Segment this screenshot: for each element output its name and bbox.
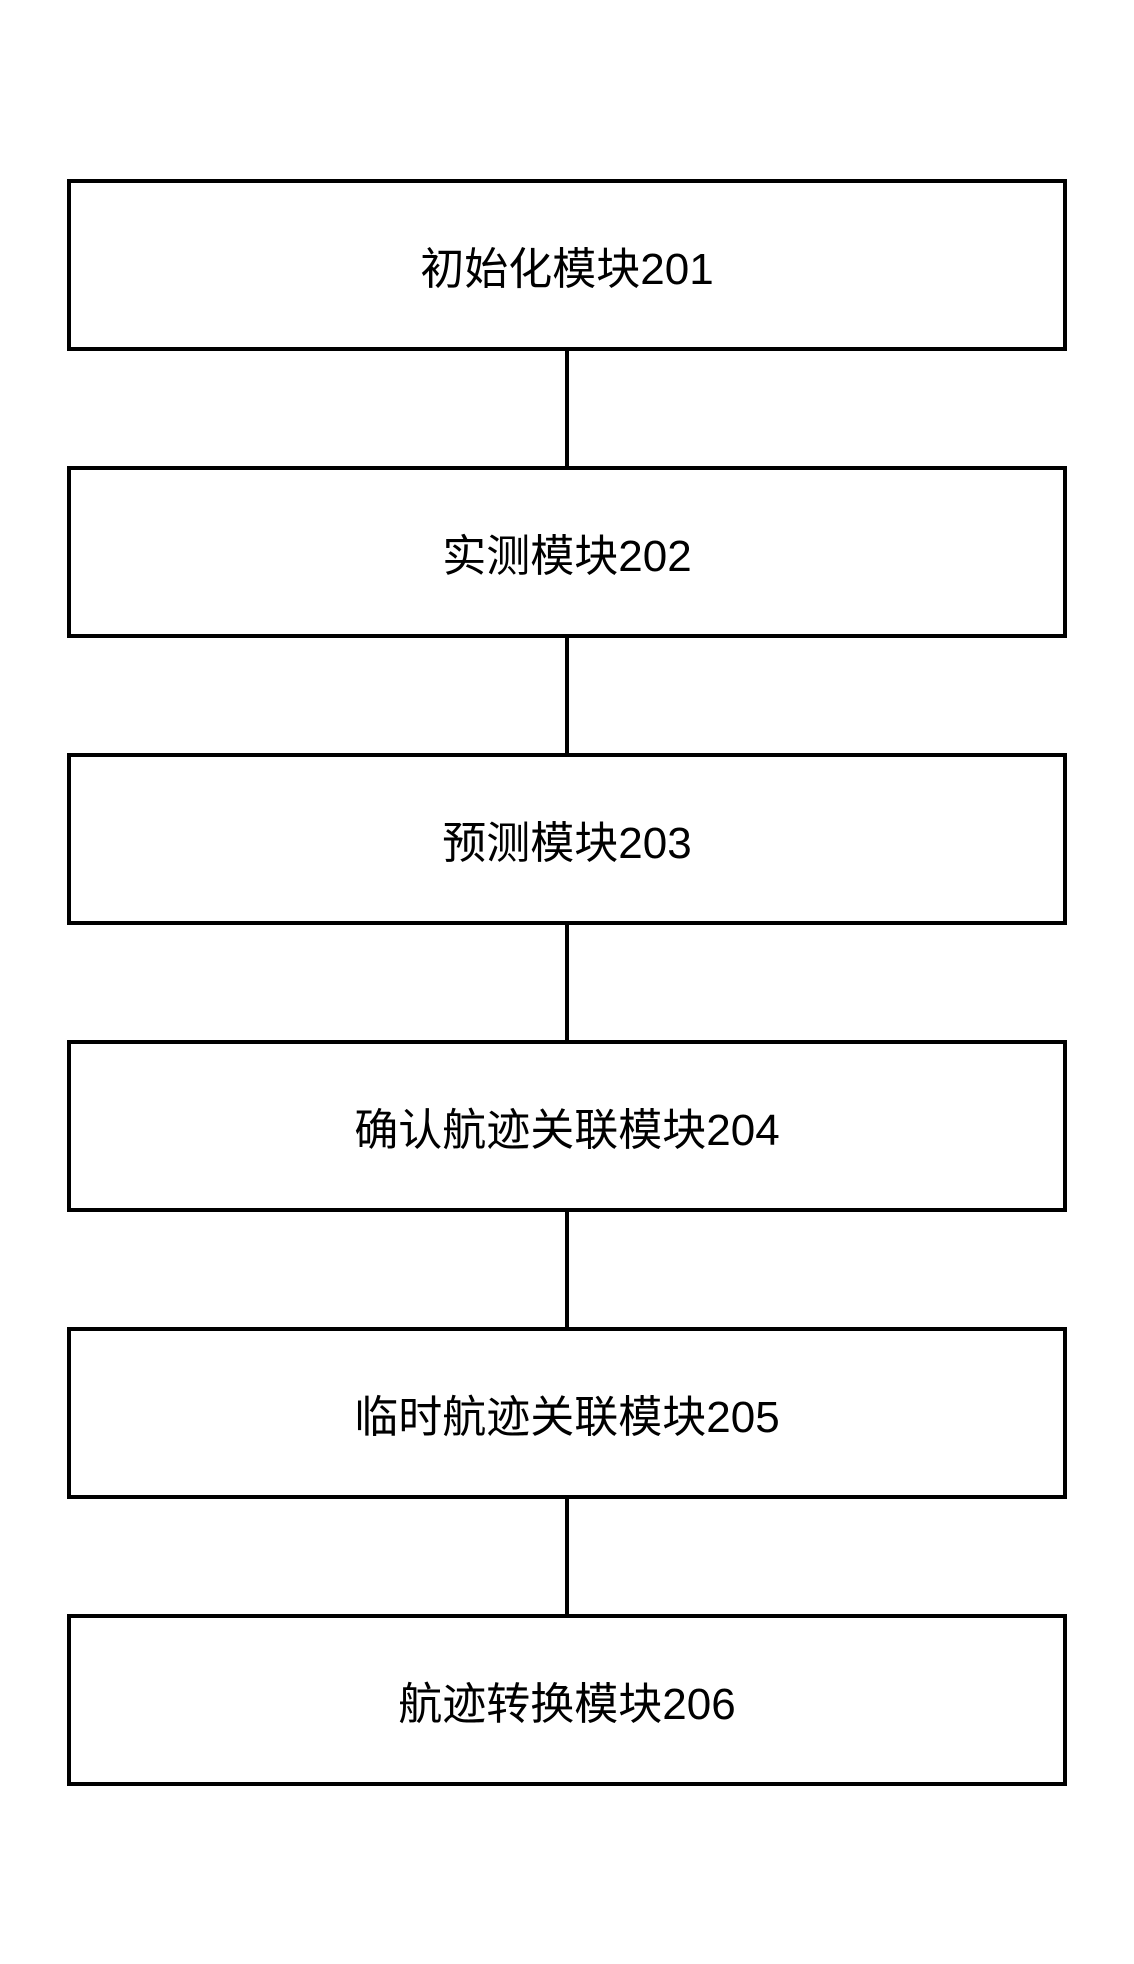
node-label: 预测模块203 xyxy=(442,807,691,871)
flowchart-node: 航迹转换模块206 xyxy=(67,1614,1067,1786)
flowchart-container: 初始化模块201 实测模块202 预测模块203 确认航迹关联模块204 临时航… xyxy=(67,179,1067,1786)
node-label: 航迹转换模块206 xyxy=(398,1668,735,1732)
flowchart-node: 初始化模块201 xyxy=(67,179,1067,351)
node-label: 初始化模块201 xyxy=(420,233,713,297)
flowchart-node: 确认航迹关联模块204 xyxy=(67,1040,1067,1212)
flowchart-node: 实测模块202 xyxy=(67,466,1067,638)
flowchart-connector xyxy=(565,1212,569,1327)
flowchart-connector xyxy=(565,1499,569,1614)
flowchart-node: 临时航迹关联模块205 xyxy=(67,1327,1067,1499)
flowchart-connector xyxy=(565,638,569,753)
node-label: 实测模块202 xyxy=(442,520,691,584)
flowchart-connector xyxy=(565,351,569,466)
flowchart-node: 预测模块203 xyxy=(67,753,1067,925)
node-label: 临时航迹关联模块205 xyxy=(354,1381,779,1445)
node-label: 确认航迹关联模块204 xyxy=(354,1094,779,1158)
flowchart-connector xyxy=(565,925,569,1040)
